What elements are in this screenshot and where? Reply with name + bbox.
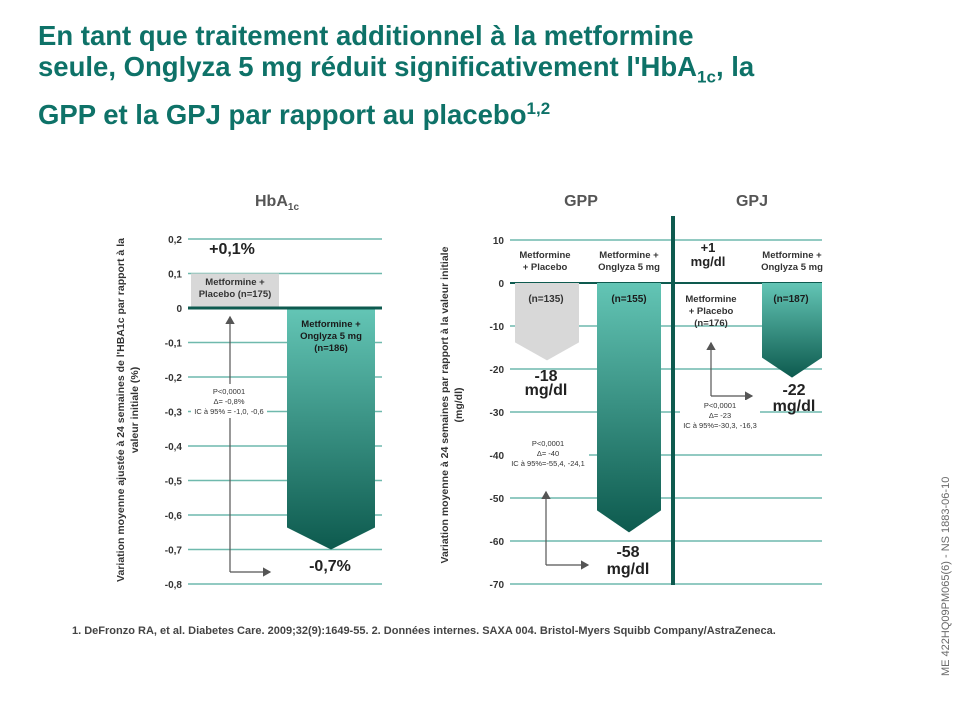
- bar-category-label: + Placebo: [523, 262, 568, 273]
- bar-category-label: Metformine +: [205, 277, 265, 288]
- footnote-references: 1. DeFronzo RA, et al. Diabetes Care. 20…: [72, 625, 776, 637]
- title-subscript: 1c: [697, 67, 716, 87]
- chart-title-gpp: GPP: [564, 193, 598, 210]
- stats-text: P<0,0001: [704, 401, 736, 410]
- bar-category-label: + Placebo: [689, 306, 734, 317]
- y-tick-label: -10: [490, 322, 505, 333]
- value-label: mg/dl: [773, 398, 816, 415]
- y-tick-label: 0,1: [168, 270, 182, 281]
- bar-category-label: Metformine: [519, 250, 570, 261]
- y-tick-label: -0,3: [165, 408, 183, 419]
- title-line-2-end: , la: [715, 51, 755, 82]
- value-label: mg/dl: [607, 561, 650, 578]
- y-tick-label: -60: [490, 537, 505, 548]
- value-label: -18: [534, 368, 557, 385]
- bar-n-label: (n=155): [611, 294, 646, 305]
- stats-text: IC à 95% = -1,0, -0,6: [194, 407, 263, 416]
- y-tick-label: -30: [490, 408, 505, 419]
- side-reference-code: ME 422HQ09PM065(6) - NS 1883-06-10: [940, 476, 952, 676]
- gpp-gpj-chart: 10 0 -10 -20 -30 -40 -50 -60 -70 GPP GPJ Variation …: [439, 193, 823, 591]
- title-superscript: 1,2: [526, 98, 551, 118]
- y-tick-label: -0,8: [165, 580, 183, 591]
- y-tick-label: -40: [490, 451, 505, 462]
- y-tick-label: 10: [493, 236, 505, 247]
- value-label: mg/dl: [525, 382, 568, 399]
- y-axis-label-line: Variation moyenne à 24 semaines par rapp…: [439, 246, 451, 563]
- bar-category-label: Metformine +: [599, 250, 659, 261]
- bar-gpp-onglyza: [597, 283, 661, 533]
- stats-text: Δ= -23: [709, 411, 731, 420]
- chart-title-gpj: GPJ: [736, 193, 768, 210]
- y-tick-label: -0,7: [165, 546, 183, 557]
- y-tick-label: 0: [498, 279, 504, 290]
- value-label: -58: [616, 544, 639, 561]
- y-axis-label: Variation moyenne à 24 semaines par rapp…: [439, 246, 465, 563]
- stats-text: P<0,0001: [213, 387, 245, 396]
- y-tick-label: -0,1: [165, 339, 183, 350]
- bar-category-label: Placebo (n=175): [199, 289, 272, 300]
- stats-text: IC à 95%=-55,4, -24,1: [511, 459, 585, 468]
- title-line-1: En tant que traitement additionnel à la …: [38, 20, 694, 51]
- bar-category-label: Onglyza 5 mg: [598, 262, 660, 273]
- stats-background: [191, 384, 267, 418]
- y-axis-label: Variation moyenne ajustée à 24 semaines …: [115, 238, 141, 582]
- value-label: +0,1%: [209, 241, 255, 258]
- y-axis-label-line: valeur initiale (%): [129, 367, 141, 453]
- y-axis-label-line: Variation moyenne ajustée à 24 semaines …: [115, 238, 127, 582]
- stats-text: Δ= -0,8%: [213, 397, 244, 406]
- y-tick-label: -70: [490, 580, 505, 591]
- bar-gpp-placebo: [515, 283, 579, 361]
- y-tick-label: -0,2: [165, 373, 183, 384]
- title-line-2: seule, Onglyza 5 mg réduit significative…: [38, 51, 698, 82]
- bar-category-label: Metformine: [685, 294, 736, 305]
- y-tick-label: -20: [490, 365, 505, 376]
- bar-category-label: Onglyza 5 mg: [300, 331, 362, 342]
- stats-background: [680, 400, 760, 434]
- bar-category-label: Metformine +: [762, 250, 822, 261]
- hba1c-chart: 0,2 0,1 0 -0,1 -0,2 -0,3 -0,4 -0,5 -0,6 -0,7 -0,8 H…: [115, 193, 382, 591]
- y-tick-label: -0,4: [165, 442, 183, 453]
- bar-category-label: (n=176): [694, 318, 728, 329]
- bar-n-label: (n=187): [773, 294, 808, 305]
- bar-category-label: (n=186): [314, 343, 348, 354]
- value-label: +1: [701, 240, 716, 255]
- stats-text: IC à 95%=-30,3, -16,3: [683, 421, 757, 430]
- bar-category-label: Onglyza 5 mg: [761, 262, 823, 273]
- stats-text: Δ= -40: [537, 449, 559, 458]
- chart-title-hba1c: HbA1c: [255, 193, 299, 213]
- y-tick-label: 0: [176, 304, 182, 315]
- y-tick-label: 0,2: [168, 235, 182, 246]
- y-tick-label: -0,6: [165, 511, 183, 522]
- stats-background: [509, 436, 589, 470]
- value-label: -22: [782, 382, 805, 399]
- stats-text: P<0,0001: [532, 439, 564, 448]
- y-tick-label: -0,5: [165, 477, 183, 488]
- bar-n-label: (n=135): [528, 294, 563, 305]
- value-label: mg/dl: [691, 254, 726, 269]
- bar-gpj-onglyza: [762, 283, 822, 378]
- page-title: En tant que traitement additionnel à la …: [38, 20, 918, 130]
- bar-onglyza: [287, 309, 375, 550]
- title-line-3: GPP et la GPJ par rapport au placebo: [38, 98, 527, 130]
- y-tick-label: -50: [490, 494, 505, 505]
- bar-category-label: Metformine +: [301, 319, 361, 330]
- y-axis-label-line: (mg/dl): [453, 388, 465, 423]
- value-label: -0,7%: [309, 558, 351, 575]
- bar-placebo: [191, 273, 279, 308]
